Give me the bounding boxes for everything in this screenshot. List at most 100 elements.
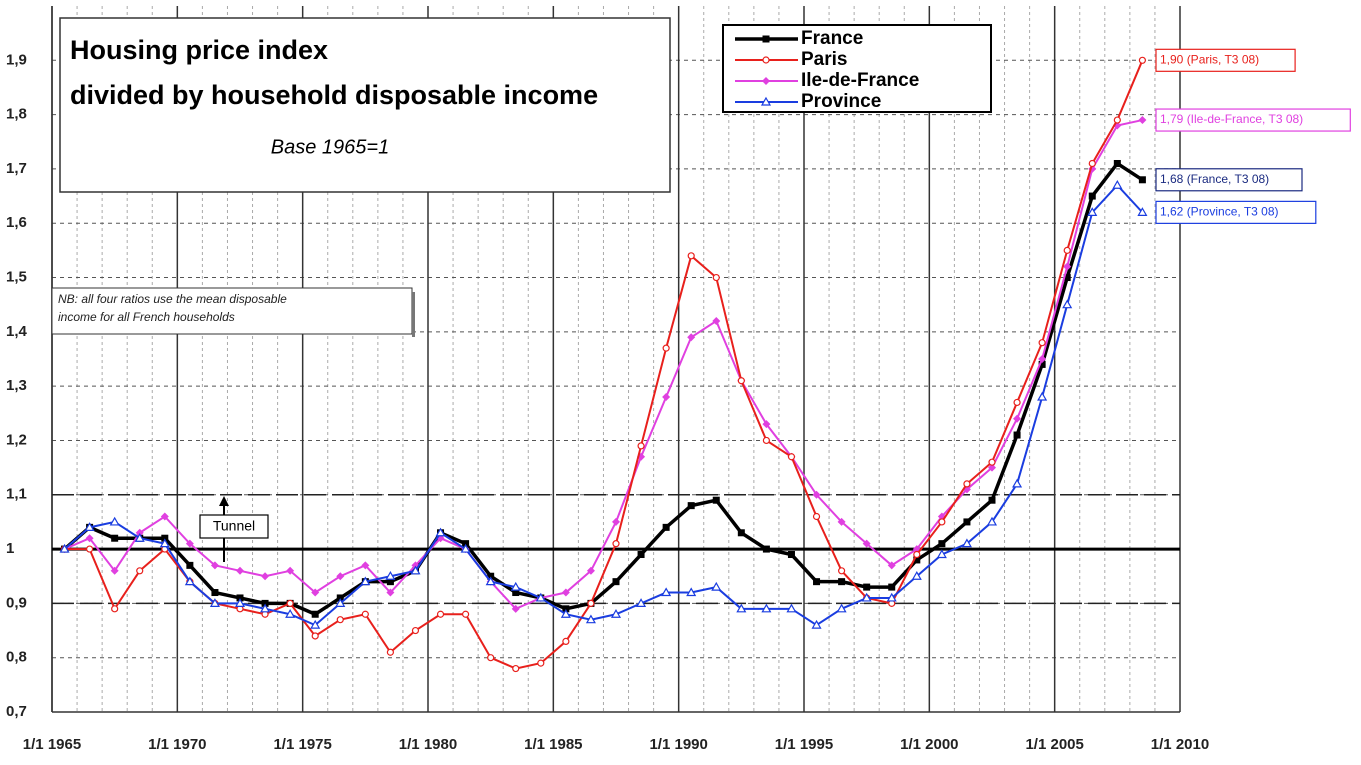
y-tick-label: 1,9: [6, 51, 27, 68]
marker: [585, 614, 596, 624]
end-label-box: [1155, 48, 1296, 72]
marker: [1063, 262, 1072, 271]
x-tick-label: 1/1 2010: [1151, 736, 1209, 753]
marker: [1013, 398, 1021, 407]
marker: [360, 576, 371, 586]
marker: [712, 496, 720, 504]
marker: [838, 578, 846, 586]
legend-marker: [762, 77, 770, 85]
y-tick-label: 1,6: [6, 214, 27, 231]
marker: [184, 576, 195, 586]
marker: [687, 502, 695, 510]
y-tick-label: 1,4: [6, 323, 28, 340]
marker: [836, 603, 847, 613]
marker: [737, 377, 745, 385]
marker: [936, 549, 947, 559]
marker: [161, 534, 169, 542]
marker: [512, 664, 520, 673]
marker: [1063, 246, 1071, 254]
marker: [311, 610, 319, 618]
end-label-box: [1155, 108, 1351, 132]
marker: [109, 516, 120, 526]
note-box: [51, 287, 413, 335]
marker: [811, 619, 822, 629]
x-tick-label: 1/1 1985: [524, 736, 582, 753]
marker: [1088, 192, 1096, 200]
marker: [913, 556, 921, 564]
marker: [586, 566, 595, 575]
marker: [361, 561, 370, 570]
y-tick-label: 1,5: [6, 269, 27, 286]
marker: [1038, 339, 1046, 347]
marker: [662, 393, 671, 402]
marker: [837, 567, 846, 575]
legend-label: Paris: [801, 49, 847, 70]
marker: [261, 572, 270, 581]
marker: [1063, 274, 1071, 282]
end-label-box: [1155, 168, 1303, 192]
marker: [410, 565, 421, 575]
marker: [1113, 116, 1121, 124]
marker: [938, 518, 946, 526]
marker: [286, 566, 295, 575]
legend-label: France: [801, 28, 863, 49]
tunnel-arrowhead: [219, 496, 229, 506]
marker: [711, 581, 722, 591]
marker: [336, 616, 344, 624]
marker: [336, 594, 344, 602]
x-tick-label: 1/1 1975: [273, 736, 331, 753]
legend-marker: [762, 56, 770, 64]
marker: [135, 528, 144, 537]
marker: [111, 534, 119, 542]
marker: [487, 654, 495, 662]
marker: [336, 572, 345, 581]
chart-subtitle: Base 1965=1: [271, 136, 389, 158]
marker: [462, 540, 470, 548]
note-shadow: [412, 292, 415, 337]
x-tick-label: 1/1 1970: [148, 736, 206, 753]
marker: [186, 561, 194, 569]
legend-label: Province: [801, 91, 881, 112]
y-tick-label: 1,1: [6, 486, 27, 503]
x-tick-label: 1/1 1965: [23, 736, 81, 753]
end-label: 1,79 (Ile-de-France, T3 08): [1160, 112, 1303, 126]
marker: [209, 598, 220, 607]
tunnel-box: [199, 514, 269, 539]
marker: [59, 543, 70, 553]
marker: [411, 626, 420, 635]
y-tick-label: 1,8: [6, 106, 27, 123]
marker: [361, 610, 369, 618]
marker: [861, 592, 872, 602]
end-label: 1,62 (Province, T3 08): [1160, 205, 1279, 219]
marker: [386, 578, 394, 586]
marker: [110, 566, 119, 575]
y-tick-label: 0,9: [6, 594, 27, 611]
marker: [1013, 431, 1021, 439]
marker: [787, 551, 795, 559]
marker: [562, 605, 570, 613]
marker: [1062, 299, 1073, 309]
series-line: [63, 161, 1144, 617]
marker: [1138, 116, 1147, 125]
marker: [813, 578, 821, 586]
marker: [888, 583, 896, 591]
marker: [762, 420, 771, 429]
marker: [436, 610, 445, 618]
marker: [236, 566, 244, 575]
end-label: 1,68 (France, T3 08): [1160, 172, 1269, 186]
marker: [537, 659, 545, 667]
marker: [761, 603, 772, 613]
marker: [913, 550, 921, 559]
marker: [837, 517, 846, 526]
marker: [610, 609, 622, 618]
marker: [160, 512, 169, 521]
marker: [963, 518, 971, 526]
legend-label: Ile-de-France: [801, 70, 919, 91]
marker: [812, 490, 821, 499]
marker: [85, 545, 94, 553]
marker: [1088, 159, 1096, 168]
y-tick-label: 0,7: [6, 703, 27, 720]
marker: [612, 540, 620, 548]
marker: [988, 458, 996, 466]
